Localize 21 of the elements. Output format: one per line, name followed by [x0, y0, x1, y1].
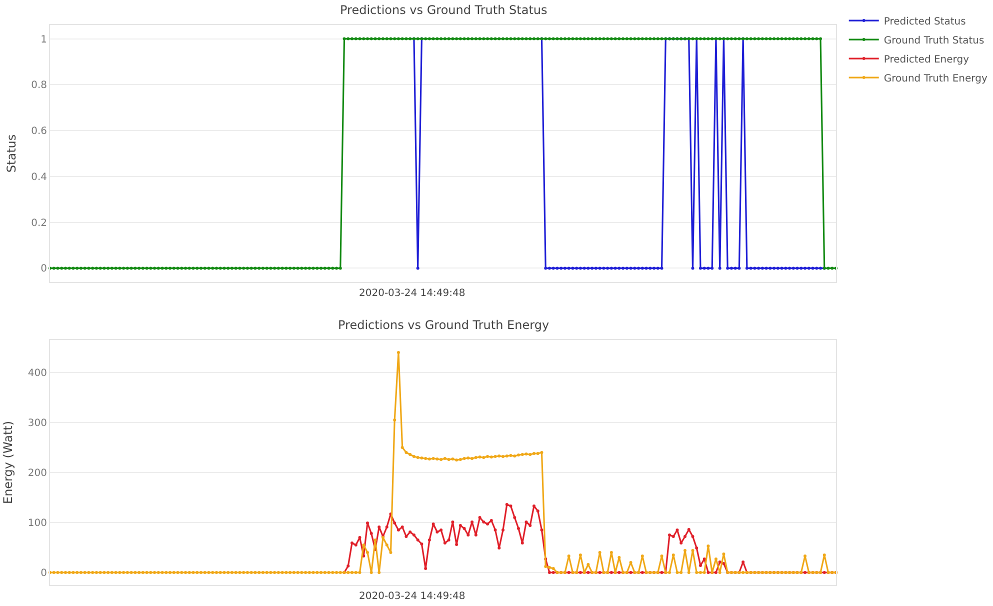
y-tick-label: 100: [28, 518, 47, 529]
legend-label: Ground Truth Energy: [884, 73, 988, 84]
y-axis-title: Energy (Watt): [1, 420, 16, 504]
y-tick-label: 0.8: [31, 80, 47, 92]
chart-title: Predictions vs Ground Truth Energy: [338, 318, 550, 332]
legend-label: Ground Truth Status: [884, 35, 984, 46]
y-tick-label: 0: [40, 264, 47, 275]
y-tick-label: 0.4: [31, 172, 47, 183]
y-tick-label: 400: [28, 368, 47, 379]
y-tick-label: 200: [28, 468, 47, 479]
text: 2020-03-24 14:49:48: [359, 288, 466, 299]
text: 2020-03-24 14:49:48: [359, 591, 466, 602]
y-tick-label: 0.2: [31, 218, 47, 229]
y-axis-title: Status: [4, 134, 18, 173]
y-tick-label: 1: [40, 34, 47, 46]
y-tick-label: 0: [40, 568, 47, 579]
y-tick-label: 0.6: [31, 126, 47, 138]
legend-label: Predicted Status: [884, 16, 966, 28]
legend-label: Predicted Energy: [884, 54, 970, 66]
chart-title: Predictions vs Ground Truth Status: [340, 3, 548, 17]
y-tick-label: 300: [28, 418, 47, 429]
